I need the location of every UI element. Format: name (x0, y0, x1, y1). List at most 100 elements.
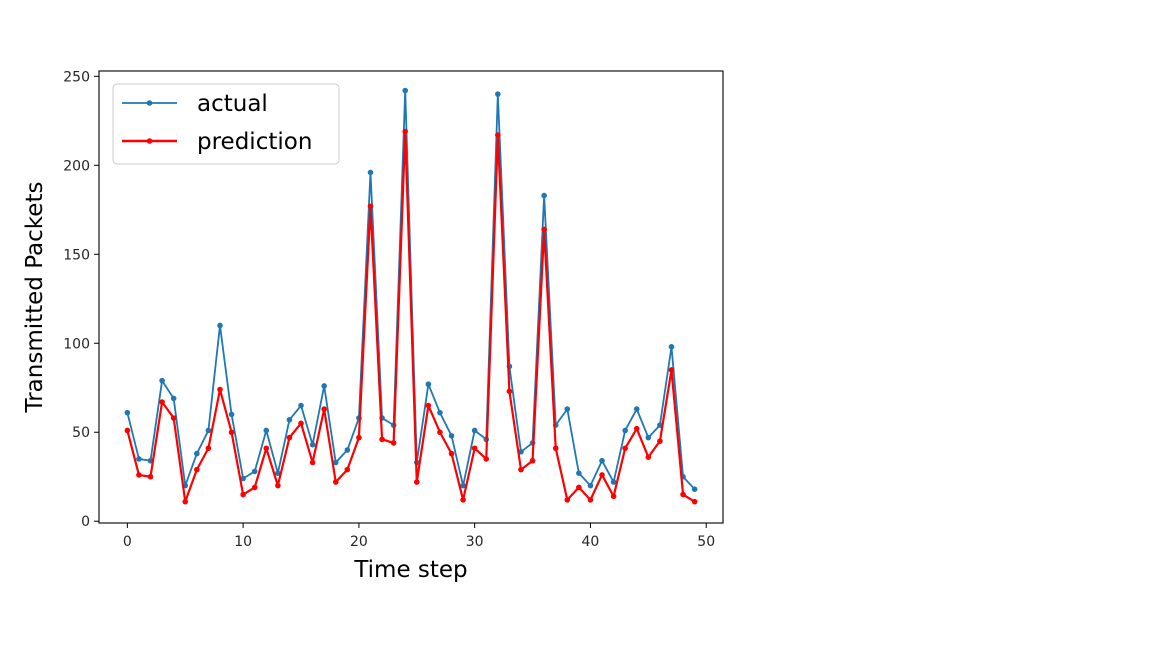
data-point-prediction (309, 459, 316, 466)
data-point-prediction (691, 498, 698, 505)
data-point-actual (309, 441, 316, 448)
data-point-actual (217, 322, 223, 329)
data-point-prediction (668, 367, 675, 373)
data-point-prediction (495, 132, 501, 138)
data-point-prediction (136, 472, 142, 478)
data-point-actual (437, 409, 443, 416)
data-point-prediction (413, 479, 420, 485)
data-point-actual (367, 169, 374, 176)
data-point-actual (564, 406, 571, 412)
data-point-actual (448, 433, 455, 439)
data-point-prediction (390, 440, 397, 446)
data-point-prediction (147, 473, 154, 480)
legend-label-prediction: prediction (197, 129, 312, 155)
data-point-actual (251, 468, 258, 475)
data-point-actual (402, 87, 409, 94)
data-point-actual (587, 482, 594, 489)
y-tick-label: 200 (63, 158, 90, 174)
data-point-prediction (471, 445, 478, 452)
data-point-prediction (460, 497, 466, 503)
x-axis: 0 10 20 30 40 50 (123, 523, 715, 550)
data-point-prediction (194, 466, 200, 473)
data-point-actual (263, 427, 270, 434)
data-point-actual (668, 344, 675, 350)
plot-area (124, 87, 698, 505)
data-point-prediction (170, 415, 177, 421)
data-point-actual (321, 383, 327, 389)
legend: actual prediction (112, 83, 340, 165)
data-point-actual (205, 427, 212, 434)
y-axis-label: Transmitted Packets (22, 182, 48, 414)
data-point-prediction (217, 386, 223, 393)
y-tick-label: 50 (72, 425, 90, 441)
y-axis: 0 50 100 150 200 250 (63, 69, 99, 530)
data-point-prediction (367, 203, 374, 210)
data-point-prediction (379, 436, 385, 443)
data-point-prediction (263, 445, 270, 452)
data-point-prediction (529, 457, 536, 464)
data-point-prediction (356, 434, 362, 441)
data-point-prediction (680, 491, 686, 498)
data-point-prediction (437, 429, 443, 436)
data-point-prediction (159, 399, 165, 405)
data-point-prediction (633, 425, 640, 432)
axes-frame (98, 70, 724, 524)
legend-label-actual: actual (197, 91, 268, 117)
data-point-actual (691, 486, 698, 492)
data-point-actual (645, 434, 652, 441)
y-tick-label: 0 (81, 514, 90, 530)
data-point-actual (495, 91, 501, 97)
x-tick-label: 10 (234, 534, 252, 550)
x-tick-label: 30 (466, 534, 484, 550)
legend-marker-actual (146, 100, 153, 106)
data-point-actual (599, 457, 605, 464)
data-point-prediction (228, 429, 235, 436)
data-point-prediction (657, 438, 663, 444)
data-point-prediction (344, 466, 351, 473)
data-point-prediction (402, 128, 409, 135)
x-axis-label: Time step (353, 557, 467, 583)
data-point-prediction (587, 497, 594, 503)
data-point-prediction (541, 226, 547, 233)
data-point-prediction (251, 484, 258, 491)
data-point-prediction (645, 454, 652, 460)
data-point-prediction (205, 445, 212, 452)
data-point-actual (633, 406, 640, 412)
data-point-prediction (124, 427, 131, 434)
data-point-prediction (425, 402, 432, 409)
data-point-prediction (298, 420, 304, 427)
data-point-actual (275, 470, 281, 476)
data-point-actual (124, 409, 131, 416)
data-point-prediction (576, 484, 582, 491)
data-point-prediction (622, 445, 628, 452)
data-point-actual (136, 456, 142, 462)
data-point-prediction (240, 491, 246, 498)
y-tick-label: 100 (63, 336, 90, 352)
legend-marker-prediction (146, 138, 153, 144)
x-tick-label: 50 (697, 534, 715, 550)
data-point-prediction (182, 498, 189, 505)
data-point-prediction (321, 406, 327, 412)
y-tick-label: 250 (63, 69, 90, 85)
data-point-actual (622, 427, 628, 434)
data-point-actual (159, 377, 165, 384)
data-point-prediction (564, 497, 571, 503)
data-point-actual (194, 450, 200, 457)
data-point-prediction (286, 434, 293, 441)
data-point-actual (425, 381, 432, 387)
data-point-prediction (599, 472, 605, 478)
data-point-prediction (506, 388, 513, 395)
data-point-actual (610, 479, 617, 485)
data-point-prediction (610, 493, 617, 500)
y-tick-label: 150 (63, 247, 90, 263)
data-point-actual (228, 411, 235, 418)
data-point-actual (344, 447, 351, 453)
data-point-prediction (483, 456, 490, 462)
data-point-prediction (448, 450, 455, 457)
series-line-prediction (126, 130, 696, 503)
data-point-actual (332, 459, 339, 466)
data-point-actual (240, 475, 246, 482)
data-point-prediction (332, 479, 339, 485)
x-tick-label: 40 (582, 534, 600, 550)
